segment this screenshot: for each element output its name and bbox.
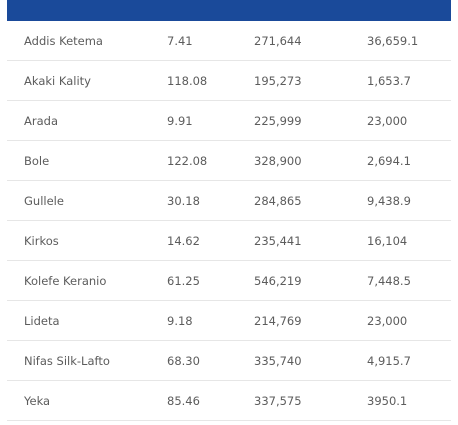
population-cell: 235,441 — [254, 233, 302, 248]
area-cell: 7.41 — [167, 33, 193, 48]
subcity-name-cell: Arada — [24, 113, 58, 128]
subcity-name-cell: Akaki Kality — [24, 73, 91, 88]
subcity-name-cell: Nifas Silk-Lafto — [24, 353, 110, 368]
table-row: Kirkos 14.62 235,441 16,104 — [7, 221, 451, 261]
subcity-name-cell: Bole — [24, 153, 50, 168]
area-cell: 14.62 — [167, 233, 200, 248]
area-cell: 9.91 — [167, 113, 193, 128]
table-row: Nifas Silk-Lafto 68.30 335,740 4,915.7 — [7, 341, 451, 381]
density-cell: 16,104 — [367, 233, 408, 248]
population-cell: 271,644 — [254, 33, 302, 48]
area-cell: 85.46 — [167, 393, 200, 408]
area-cell: 118.08 — [167, 73, 208, 88]
area-cell: 122.08 — [167, 153, 208, 168]
density-cell: 1,653.7 — [367, 73, 411, 88]
subcity-name-cell: Kolefe Keranio — [24, 273, 107, 288]
population-cell: 225,999 — [254, 113, 302, 128]
population-cell: 337,575 — [254, 393, 302, 408]
population-cell: 284,865 — [254, 193, 302, 208]
density-cell: 4,915.7 — [367, 353, 411, 368]
table-row: Lideta 9.18 214,769 23,000 — [7, 301, 451, 341]
density-cell: 23,000 — [367, 313, 408, 328]
population-cell: 195,273 — [254, 73, 302, 88]
area-cell: 61.25 — [167, 273, 200, 288]
table-body: Addis Ketema 7.41 271,644 36,659.1 Akaki… — [7, 21, 451, 421]
density-cell: 9,438.9 — [367, 193, 411, 208]
population-cell: 214,769 — [254, 313, 302, 328]
table-row: Addis Ketema 7.41 271,644 36,659.1 — [7, 21, 451, 61]
density-cell: 3950.1 — [367, 393, 408, 408]
table-row: Yeka 85.46 337,575 3950.1 — [7, 381, 451, 421]
table-row: Arada 9.91 225,999 23,000 — [7, 101, 451, 141]
table-row: Gullele 30.18 284,865 9,438.9 — [7, 181, 451, 221]
subcity-name-cell: Gullele — [24, 193, 64, 208]
subcity-name-cell: Kirkos — [24, 233, 59, 248]
table-row: Kolefe Keranio 61.25 546,219 7,448.5 — [7, 261, 451, 301]
table-row: Akaki Kality 118.08 195,273 1,653.7 — [7, 61, 451, 101]
population-cell: 335,740 — [254, 353, 302, 368]
area-cell: 68.30 — [167, 353, 200, 368]
density-cell: 36,659.1 — [367, 33, 419, 48]
subcity-name-cell: Lideta — [24, 313, 60, 328]
population-cell: 328,900 — [254, 153, 302, 168]
subcity-name-cell: Yeka — [24, 393, 51, 408]
density-cell: 23,000 — [367, 113, 408, 128]
subcity-name-cell: Addis Ketema — [24, 33, 103, 48]
population-cell: 546,219 — [254, 273, 302, 288]
area-cell: 9.18 — [167, 313, 193, 328]
table-header — [7, 0, 451, 21]
area-cell: 30.18 — [167, 193, 200, 208]
table-row: Bole 122.08 328,900 2,694.1 — [7, 141, 451, 181]
density-cell: 7,448.5 — [367, 273, 411, 288]
density-cell: 2,694.1 — [367, 153, 411, 168]
